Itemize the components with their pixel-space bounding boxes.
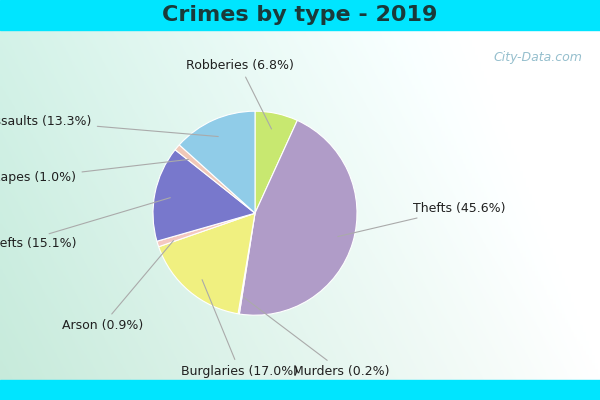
Text: Auto thefts (15.1%): Auto thefts (15.1%) <box>0 198 170 250</box>
Bar <box>0 380 600 400</box>
Wedge shape <box>255 111 298 213</box>
Text: City-Data.com: City-Data.com <box>493 52 582 64</box>
Wedge shape <box>179 111 255 213</box>
Text: Crimes by type - 2019: Crimes by type - 2019 <box>163 5 437 25</box>
Wedge shape <box>175 145 255 213</box>
Wedge shape <box>158 213 255 314</box>
Text: Murders (0.2%): Murders (0.2%) <box>244 298 390 378</box>
Text: Burglaries (17.0%): Burglaries (17.0%) <box>181 280 298 378</box>
Wedge shape <box>238 213 255 314</box>
Text: Arson (0.9%): Arson (0.9%) <box>62 240 173 332</box>
Text: Thefts (45.6%): Thefts (45.6%) <box>338 202 506 236</box>
Wedge shape <box>153 150 255 241</box>
Wedge shape <box>157 213 255 247</box>
Text: Rapes (1.0%): Rapes (1.0%) <box>0 160 188 184</box>
Wedge shape <box>239 120 357 315</box>
Text: Assaults (13.3%): Assaults (13.3%) <box>0 115 218 136</box>
Bar <box>0 0 600 30</box>
Text: Robberies (6.8%): Robberies (6.8%) <box>186 59 293 129</box>
